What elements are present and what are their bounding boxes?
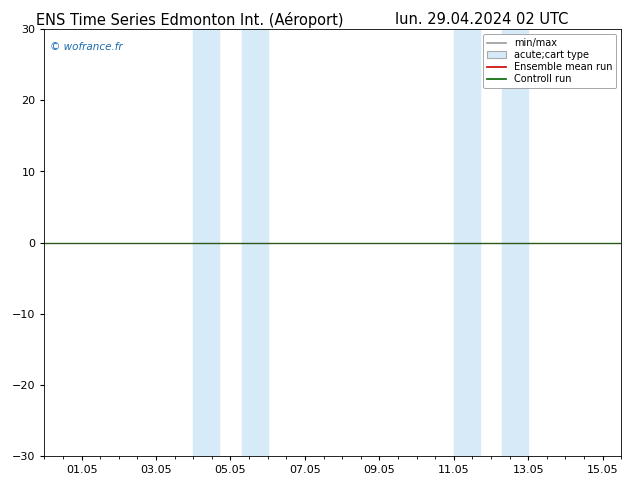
Bar: [502, 29, 528, 456]
Text: lun. 29.04.2024 02 UTC: lun. 29.04.2024 02 UTC: [395, 12, 569, 27]
Bar: [242, 29, 268, 456]
Bar: [454, 29, 480, 456]
Legend: min/max, acute;cart type, Ensemble mean run, Controll run: min/max, acute;cart type, Ensemble mean …: [483, 34, 616, 88]
Bar: [193, 29, 219, 456]
Text: ENS Time Series Edmonton Int. (Aéroport): ENS Time Series Edmonton Int. (Aéroport): [36, 12, 344, 28]
Text: © wofrance.fr: © wofrance.fr: [50, 42, 123, 52]
